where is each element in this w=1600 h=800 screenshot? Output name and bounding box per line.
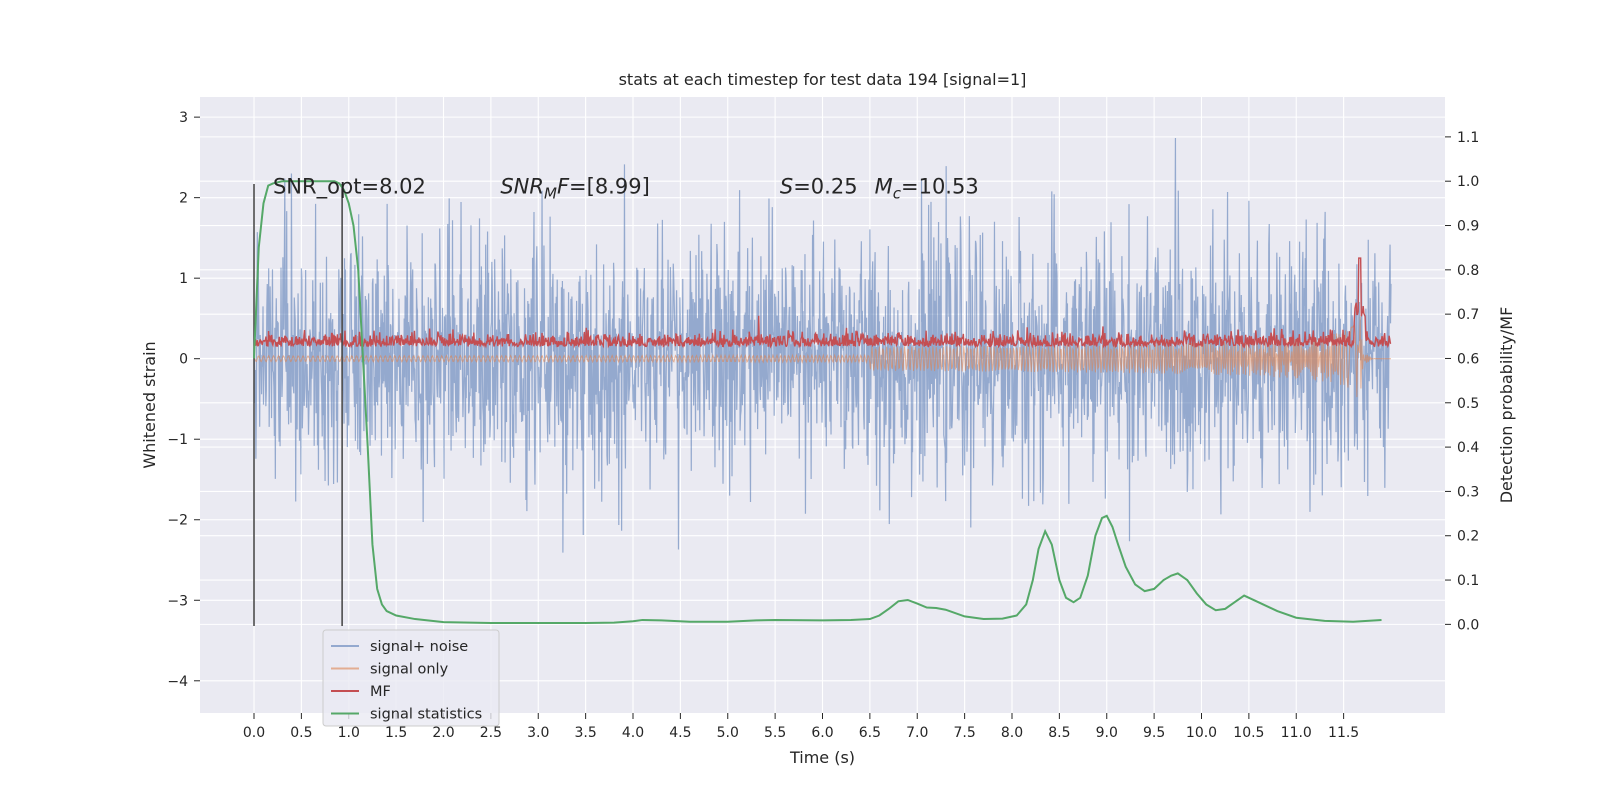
y2-tick-label: 0.5 [1457, 396, 1479, 412]
x-tick-label: 2.0 [432, 725, 454, 741]
legend: signal+ noise signal only MF signal statist… [322, 629, 500, 727]
x-tick-label: 10.0 [1186, 725, 1217, 741]
y2-tick-label: 0.4 [1457, 440, 1479, 456]
series-signal-only [253, 316, 1391, 398]
legend-label: signal+ noise [370, 639, 468, 655]
x-tick-label: 3.0 [527, 725, 549, 741]
y2-tick-label: 0.6 [1457, 351, 1479, 367]
legend-label: signal statistics [370, 707, 482, 723]
x-tick-label: 4.0 [622, 725, 644, 741]
y-tick-label: −4 [167, 674, 188, 690]
legend-label: signal only [370, 662, 449, 678]
x-tick-label: 6.5 [859, 725, 881, 741]
legend-label: MF [370, 684, 391, 700]
y2-tick-label: 0.8 [1457, 263, 1479, 279]
y-tick-label: 0 [179, 352, 188, 368]
x-tick-label: 1.5 [385, 725, 407, 741]
x-tick-label: 10.5 [1233, 725, 1264, 741]
y2-tick-label: 0.3 [1457, 484, 1479, 500]
y2-tick-label: 0.9 [1457, 219, 1479, 235]
y2-tick-label: 0.2 [1457, 529, 1479, 545]
series-signal-statistics [253, 180, 1382, 625]
x-tick-label: 7.5 [953, 725, 975, 741]
y-tick-label: −1 [167, 432, 188, 448]
y2-tick-label: 0.1 [1457, 573, 1479, 589]
x-tick-label: 1.0 [338, 725, 360, 741]
x-tick-label: 2.5 [480, 725, 502, 741]
annotation-snr-opt: SNR_opt=8.02 [273, 175, 426, 200]
x-tick-label: 7.0 [906, 725, 928, 741]
y2-tick-label: 1.1 [1457, 130, 1479, 146]
x-tick-label: 8.0 [1001, 725, 1023, 741]
x-tick-label: 11.5 [1328, 725, 1359, 741]
chart-title: stats at each timestep for test data 194… [619, 70, 1027, 89]
x-tick-label: 4.5 [669, 725, 691, 741]
y2-axis-label: Detection probability/MF [1497, 307, 1516, 504]
y2-tick-label: 0.7 [1457, 307, 1479, 323]
annotation-snr-mf: SNRMF=[8.99] [500, 175, 649, 203]
y-tick-label: −2 [167, 513, 188, 529]
x-tick-label: 11.0 [1281, 725, 1312, 741]
legend-box [322, 629, 500, 727]
y-tick-label: 2 [179, 191, 188, 207]
x-tick-label: 5.0 [717, 725, 739, 741]
y-axis-label: Whitened strain [140, 341, 159, 468]
x-tick-label: 0.5 [290, 725, 312, 741]
y-tick-label: −3 [167, 593, 188, 609]
y-tick-label: 3 [179, 110, 188, 126]
x-tick-label: 9.0 [1096, 725, 1118, 741]
y-tick-label: 1 [179, 271, 188, 287]
series-mf [253, 257, 1392, 349]
x-tick-label: 9.5 [1143, 725, 1165, 741]
annotation-mc: Mc=10.53 [875, 175, 979, 203]
y2-tick-label: 0.0 [1457, 617, 1479, 633]
grid [200, 97, 1445, 713]
x-axis-label: Time (s) [789, 748, 855, 767]
x-tick-label: 8.5 [1048, 725, 1070, 741]
x-tick-label: 6.0 [811, 725, 833, 741]
x-tick-label: 5.5 [764, 725, 786, 741]
x-tick-label: 3.5 [574, 725, 596, 741]
x-tick-label: 0.0 [243, 725, 265, 741]
annotation-s: S=0.25 [780, 175, 858, 199]
y2-tick-label: 1.0 [1457, 174, 1479, 190]
